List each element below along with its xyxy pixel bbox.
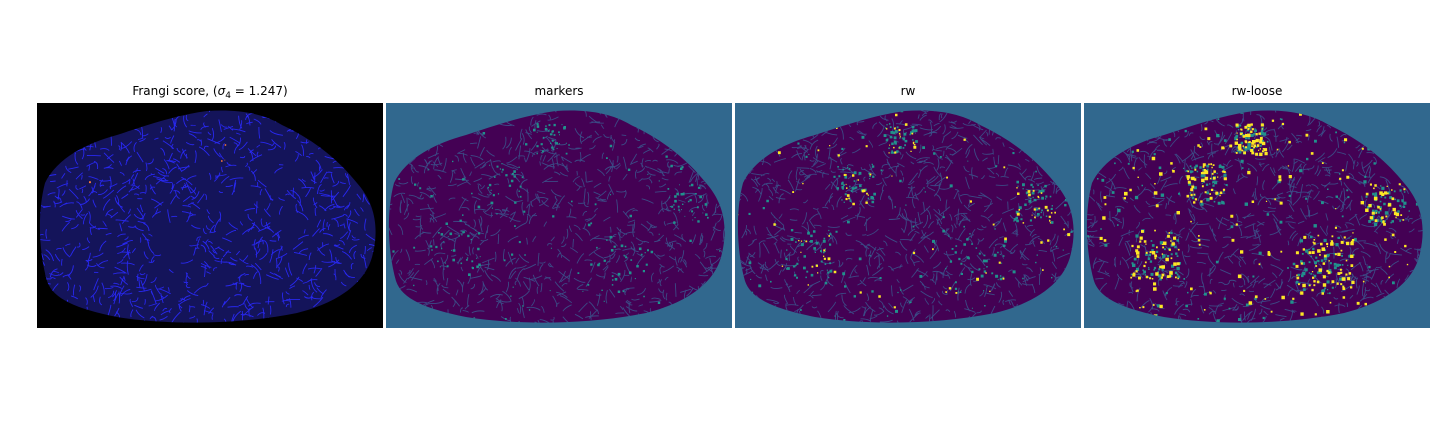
panel-title-markers: markers <box>534 84 584 98</box>
specimen-region <box>39 110 376 323</box>
panel-markers <box>386 103 732 328</box>
title-subscript: 4 <box>225 91 231 101</box>
title-prefix: Frangi score, ( <box>132 84 218 98</box>
panel-title-rw: rw <box>900 84 916 98</box>
panel-title-frangi: Frangi score, (σ4 = 1.247) <box>37 84 383 102</box>
frangi-image <box>37 103 383 328</box>
panel-title-rw-loose: rw-loose <box>1231 84 1283 98</box>
panel-frangi <box>37 103 383 328</box>
specimen-region <box>737 110 1074 323</box>
markers-image <box>386 103 732 328</box>
vessel-texture <box>39 110 376 323</box>
title-sigma: σ <box>217 84 226 98</box>
panel-rw-loose <box>1084 103 1430 328</box>
panel-rw <box>735 103 1081 328</box>
rw-loose-image <box>1084 103 1430 328</box>
title-value: = 1.247) <box>230 84 288 98</box>
rw-image <box>735 103 1081 328</box>
